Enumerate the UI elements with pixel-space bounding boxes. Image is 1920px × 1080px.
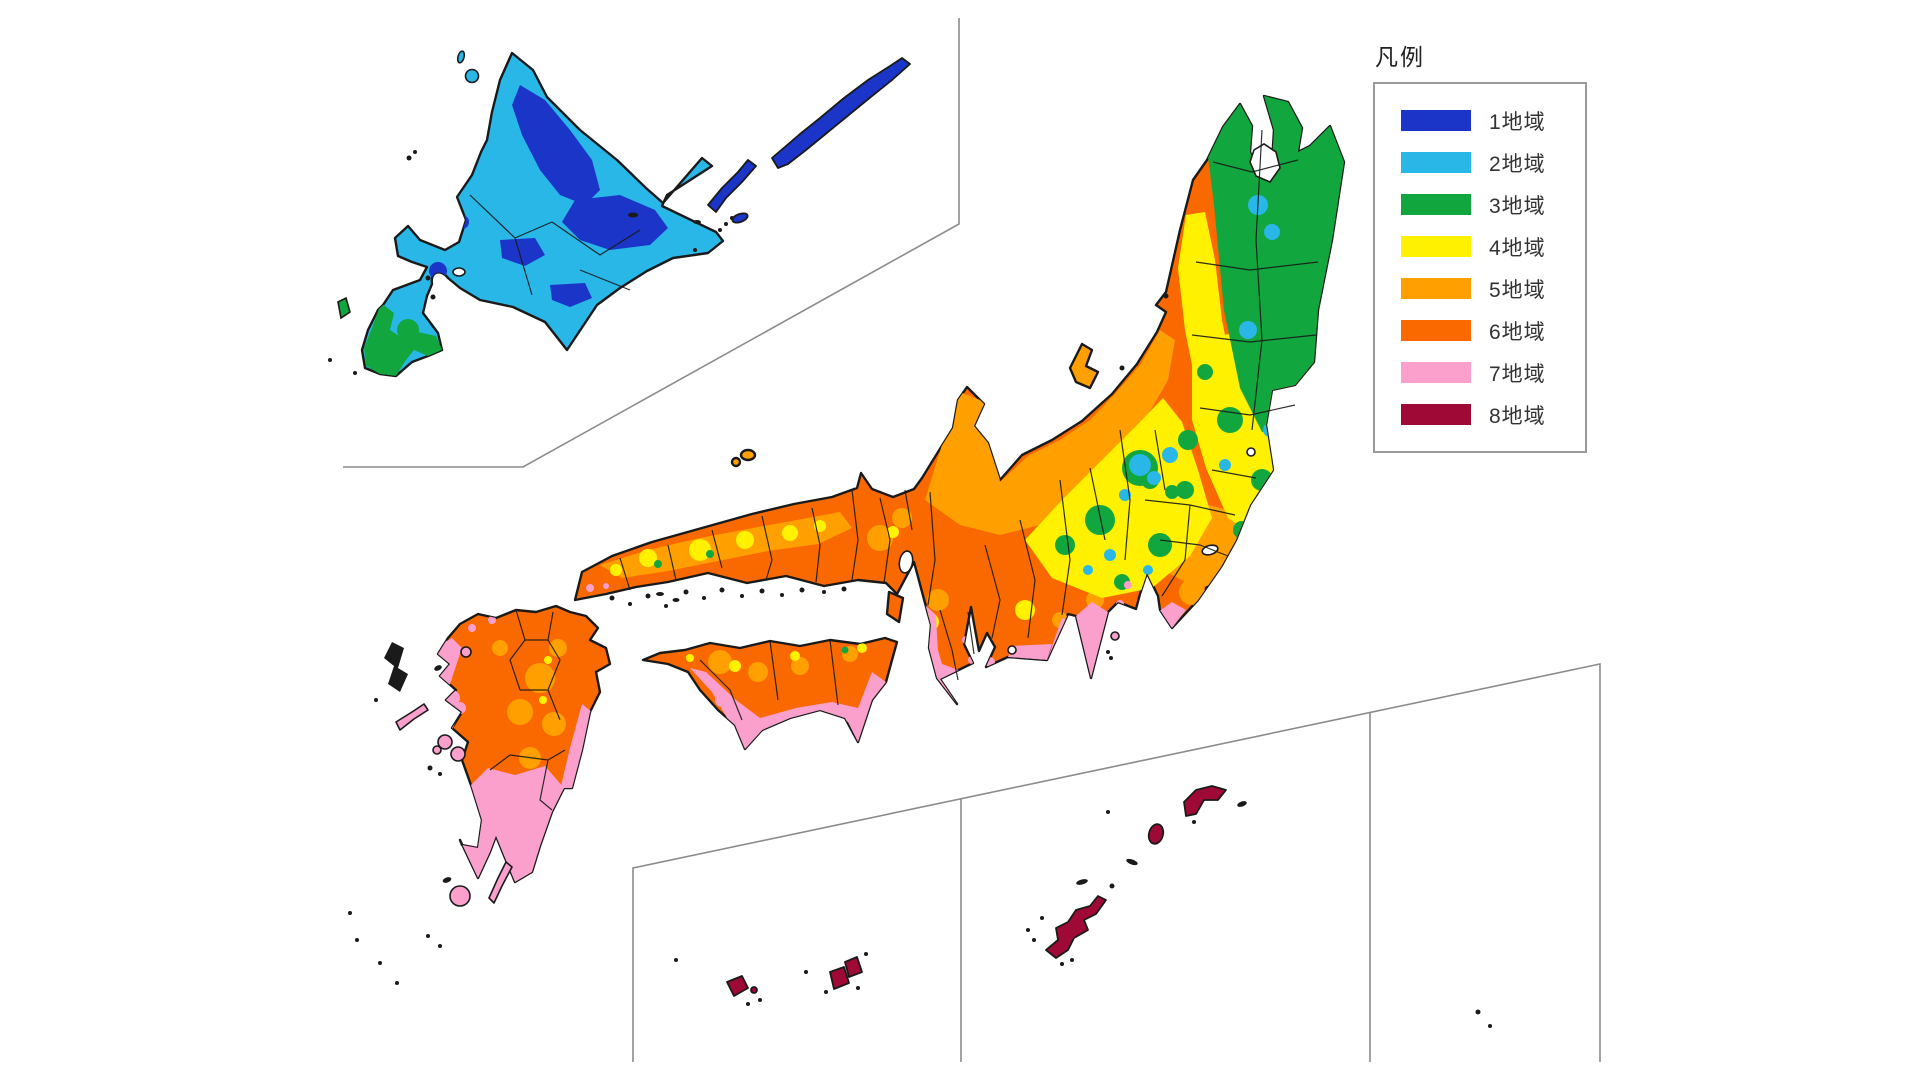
pink-outlying-islands [395,631,1120,907]
zone3-label: 3地域 [1489,194,1546,218]
etorofu-island [771,57,911,169]
tokunoshima-island [1147,823,1165,845]
kuril-islands [707,57,911,224]
tohoku-green-mass [1205,96,1344,432]
kunashiri-island [707,159,757,213]
legend-item-zone2: 2地域 [1401,152,1585,176]
yakushima-island [449,885,471,907]
rebun-island [456,50,466,64]
zone4-label: 4地域 [1489,236,1546,260]
zone6-color-swatch [1401,320,1471,341]
lake-biwa [898,550,914,574]
legend-box: 1地域 2地域 3地域 4地域 5地域 6地域 7地域 8地域 [1373,82,1587,453]
legend-title: 凡例 [1375,44,1425,70]
legend-item-zone1: 1地域 [1401,110,1585,134]
south-kyushu-pink [460,766,564,882]
legend-item-zone3: 3地域 [1401,194,1585,218]
zone2-label: 2地域 [1489,152,1546,176]
inset-boundary-lines [343,18,1601,1062]
zone7-color-swatch [1401,362,1471,383]
legend-item-zone7: 7地域 [1401,362,1585,386]
prefecture-borders [469,129,1319,811]
legend-item-zone5: 5地域 [1401,278,1585,302]
sado-island [1068,342,1100,390]
legend-item-zone6: 6地域 [1401,320,1585,344]
shikoku-south-pink [690,668,886,749]
mutsu-bay [1249,143,1281,183]
hokkaido-inset-border [343,18,960,468]
iriomote-island [829,966,850,990]
zone1-label: 1地域 [1489,110,1546,134]
izu-oshima-island [1110,631,1120,641]
zone7-label: 7地域 [1489,362,1546,386]
lake-inawashiro [1246,447,1256,457]
rishiri-island [464,68,480,84]
zone5-color-swatch [1401,278,1471,299]
zone2-color-swatch [1401,152,1471,173]
legend-item-zone8: 8地域 [1401,404,1585,428]
zone1-region-overlays [429,85,668,307]
lake-hamana [1007,645,1017,655]
shikotan-island [731,212,749,224]
zone3-color-swatch [1401,194,1471,215]
iki-island [460,646,472,658]
boso-tip-pink [1158,602,1186,628]
ishigaki-island [844,956,863,978]
kuchinoerabu-island [442,877,452,883]
amakusa-island-1 [437,734,453,750]
zone8-islands [726,785,1227,997]
hirado-island [434,665,442,671]
lake-shikotsu [452,267,466,277]
miyako-islet [750,986,758,994]
izu-peninsula-pink [1076,602,1108,678]
amakusa-island-2 [450,746,466,762]
zone2-region-overlays [1083,195,1280,575]
oki-islands-small [730,456,742,468]
goto-islands [395,703,429,731]
zone8-label: 8地域 [1489,404,1546,428]
oki-islands [739,448,757,462]
legend: 凡例 1地域 2地域 3地域 4地域 5地域 6地域 7地域 [1373,38,1587,453]
awaji-island [885,590,905,624]
miyako-island [726,975,749,997]
amami-oshima-island [1183,785,1227,817]
zone5-label: 5地域 [1489,278,1546,302]
amakusa-island-3 [432,745,442,755]
okinawa-main-island [1045,895,1107,959]
okinawa-insets-border [632,663,1601,1062]
legend-item-zone4: 4地域 [1401,236,1585,260]
zone8-color-swatch [1401,404,1471,425]
tanegashima-island [488,861,513,904]
zone1-color-swatch [1401,110,1471,131]
rishiri-rebun-islands [456,50,480,84]
tsushima-island [384,642,408,692]
okushiri-island [337,296,351,320]
small-island-dots [328,150,1492,1028]
hokuriku-orange-band [925,330,1175,535]
zone6-label: 6地域 [1489,320,1546,344]
zone4-color-swatch [1401,236,1471,257]
